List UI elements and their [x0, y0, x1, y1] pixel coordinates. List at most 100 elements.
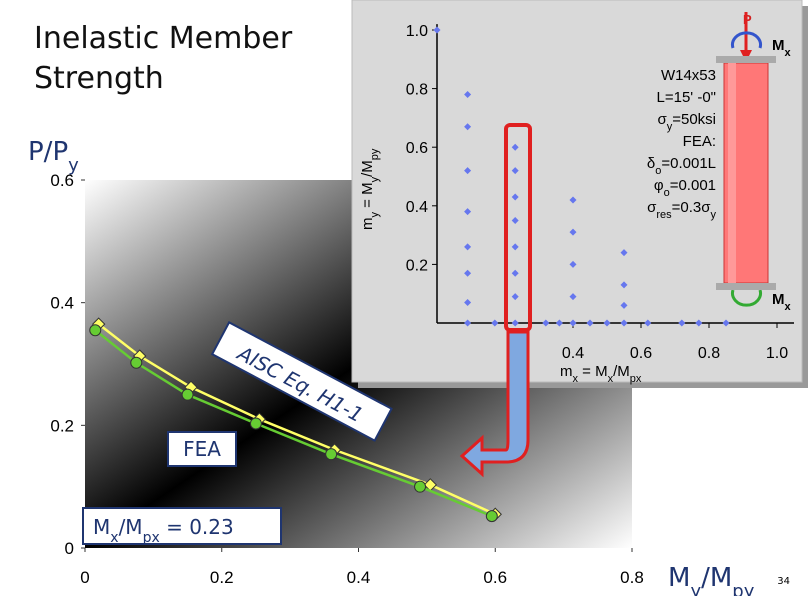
point: [695, 319, 703, 327]
point: [464, 123, 472, 131]
circle-marker: [181, 388, 194, 401]
x-tick-label: 0.8: [620, 568, 644, 587]
note-line-part: =0.3σ: [672, 199, 712, 216]
point: [511, 143, 519, 151]
note-line-part: res: [656, 209, 672, 221]
x-axis-label: My/Mpy: [668, 563, 755, 596]
x-axis-label-part: py: [732, 581, 754, 596]
y-tick-label: 0.4: [50, 294, 74, 313]
x-axis-label-part: M: [668, 563, 690, 593]
y-axis-label-part: m: [359, 218, 376, 231]
column-label: Mx: [772, 291, 792, 313]
column-label-part: x: [785, 47, 792, 59]
note-line: W14x53: [661, 67, 716, 84]
point: [433, 26, 441, 34]
annotation-box: [82, 507, 282, 545]
point: [491, 319, 499, 327]
point: [569, 293, 577, 301]
annotation-part: M: [93, 515, 110, 539]
note-line-part: σ: [657, 111, 667, 128]
y-axis-label-part: py: [369, 148, 381, 160]
x-axis-label-part: y: [690, 581, 701, 596]
note-line: L=15' -0": [657, 89, 716, 106]
y-axis-label-part: y: [369, 176, 381, 182]
point: [555, 319, 563, 327]
y-tick-label: 0.8: [406, 82, 428, 99]
pointer-arrow: [459, 330, 530, 478]
x-tick-label: 0.4: [562, 345, 584, 362]
x-tick-label: 0.2: [210, 568, 234, 587]
x-axis-label-part: m: [560, 363, 573, 380]
point: [620, 301, 628, 309]
annotation-part: = 0.23: [160, 515, 234, 539]
point: [464, 319, 472, 327]
note-line-part: y: [667, 121, 673, 133]
circle-marker: [130, 356, 143, 369]
y-axis-label-part: P/P: [28, 137, 68, 167]
y-axis-label-part: /M: [359, 160, 376, 177]
y-tick-label: 1.0: [406, 23, 428, 40]
y-tick-label: 0.6: [406, 140, 428, 157]
note-line-part: =0.001L: [661, 155, 716, 172]
moment-arc: [731, 289, 762, 307]
point: [542, 319, 550, 327]
column-label: Mx: [772, 37, 792, 59]
note-line-part: σ: [647, 199, 657, 216]
column-diagram: [716, 12, 776, 307]
annotation-part: /M: [119, 515, 143, 539]
x-axis-label-part: /M: [701, 563, 732, 593]
point: [464, 167, 472, 175]
point: [603, 319, 611, 327]
annotation-part: x: [110, 530, 118, 546]
main-chart: Inelastic Member StrengthP/PyMy/Mpy00.20.…: [28, 21, 755, 596]
point: [569, 319, 577, 327]
column-label-part: M: [772, 37, 785, 54]
note-line-part: FEA:: [683, 133, 716, 150]
note-line-part: L=15' -0": [657, 89, 716, 106]
note-line: σy=50ksi: [657, 111, 716, 133]
column-label-part: M: [772, 291, 785, 308]
x-axis-label-part: = M: [578, 363, 608, 380]
note-line: φo=0.001: [654, 177, 716, 199]
circle-marker: [249, 417, 262, 430]
y-axis-label: P/Py: [28, 137, 79, 176]
point: [511, 269, 519, 277]
annotation-part: px: [143, 530, 160, 546]
point: [511, 216, 519, 224]
highlight-box: [504, 123, 532, 332]
x-axis-label-part: /M: [613, 363, 630, 380]
point: [722, 319, 730, 327]
point: [644, 319, 652, 327]
circle-marker: [485, 510, 498, 523]
x-tick-label: 1.0: [766, 345, 788, 362]
series-label: FEA: [183, 437, 221, 461]
x-tick-label: 0: [80, 568, 89, 587]
y-tick-label: 0.4: [406, 199, 428, 216]
support: [716, 283, 776, 290]
title-line: Strength: [34, 61, 164, 96]
x-axis-label-part: x: [573, 373, 579, 385]
label-box: [210, 321, 393, 442]
point: [511, 243, 519, 251]
x-axis-label-part: x: [608, 373, 614, 385]
slide-title: Inelastic Member Strength: [34, 21, 293, 96]
note-line-part: φ: [654, 177, 664, 194]
point: [569, 260, 577, 268]
note-line-part: W14x53: [661, 67, 716, 84]
point: [620, 249, 628, 257]
note-line-part: o: [655, 165, 661, 177]
note-line-part: =50ksi: [672, 111, 716, 128]
circle-marker: [414, 480, 427, 493]
x-axis-label-part: px: [630, 373, 642, 385]
point: [464, 243, 472, 251]
page-number: 34: [777, 576, 790, 587]
x-tick-label: 0.4: [347, 568, 371, 587]
title-line: Inelastic Member: [34, 21, 293, 56]
annotation: Mx/Mpx = 0.23: [93, 515, 234, 546]
note-line: σres=0.3σy: [647, 199, 716, 221]
support: [716, 56, 776, 63]
moment-arc: [731, 31, 762, 49]
point: [586, 319, 594, 327]
column-label-part: x: [785, 301, 792, 313]
